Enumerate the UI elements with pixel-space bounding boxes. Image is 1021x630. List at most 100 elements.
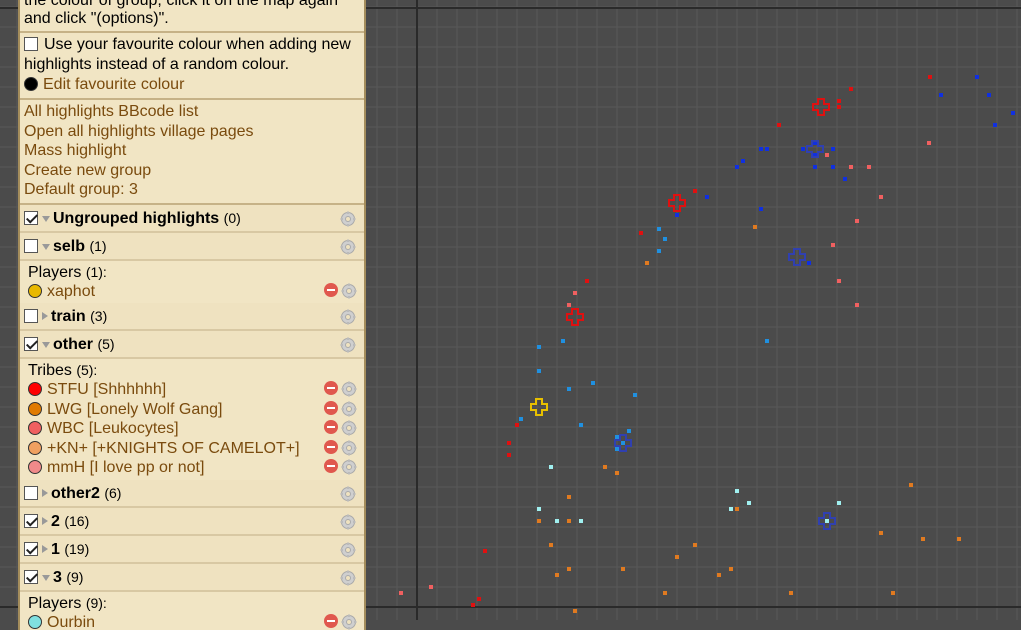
village-marker[interactable]: [621, 441, 625, 445]
village-marker[interactable]: [633, 393, 637, 397]
group-name[interactable]: other2: [51, 485, 100, 502]
colour-swatch[interactable]: [28, 284, 42, 298]
chevron-down-icon[interactable]: [42, 216, 50, 222]
chevron-down-icon[interactable]: [42, 244, 50, 250]
colour-swatch[interactable]: [28, 382, 42, 396]
gear-icon[interactable]: [341, 614, 356, 629]
edit-favourite-colour-link[interactable]: Edit favourite colour: [43, 76, 184, 93]
remove-icon[interactable]: [324, 440, 338, 454]
village-marker[interactable]: [567, 519, 571, 523]
village-marker[interactable]: [645, 261, 649, 265]
village-marker[interactable]: [555, 573, 559, 577]
remove-icon[interactable]: [324, 420, 338, 434]
group-name[interactable]: other: [53, 336, 93, 353]
village-marker[interactable]: [855, 303, 859, 307]
gear-icon[interactable]: [341, 420, 356, 435]
village-marker[interactable]: [507, 441, 511, 445]
village-marker[interactable]: [675, 213, 679, 217]
group-row[interactable]: 3 (9): [20, 564, 364, 592]
village-marker[interactable]: [837, 501, 841, 505]
village-marker[interactable]: [789, 591, 793, 595]
village-marker[interactable]: [735, 507, 739, 511]
member-link[interactable]: WBC [Leukocytes]: [47, 420, 179, 437]
member-link[interactable]: mmH [I love pp or not]: [47, 459, 204, 476]
village-marker[interactable]: [507, 453, 511, 457]
village-marker[interactable]: [843, 177, 847, 181]
gear-icon[interactable]: [340, 308, 356, 324]
group-name[interactable]: 1: [51, 541, 60, 558]
village-marker[interactable]: [729, 507, 733, 511]
chevron-right-icon[interactable]: [42, 517, 48, 525]
village-marker[interactable]: [975, 75, 979, 79]
village-marker[interactable]: [837, 279, 841, 283]
chevron-right-icon[interactable]: [42, 312, 48, 320]
gear-icon[interactable]: [340, 513, 356, 529]
village-marker[interactable]: [927, 141, 931, 145]
village-marker[interactable]: [825, 519, 829, 523]
group-row[interactable]: 1 (19): [20, 536, 364, 564]
village-marker[interactable]: [515, 423, 519, 427]
village-marker[interactable]: [1011, 111, 1015, 115]
village-marker[interactable]: [639, 231, 643, 235]
village-marker[interactable]: [855, 219, 859, 223]
village-marker[interactable]: [573, 609, 577, 613]
village-marker[interactable]: [471, 603, 475, 607]
group-row[interactable]: other (5): [20, 331, 364, 359]
remove-icon[interactable]: [324, 401, 338, 415]
favourite-colour-swatch[interactable]: [24, 77, 38, 91]
chevron-right-icon[interactable]: [42, 545, 48, 553]
village-marker[interactable]: [693, 189, 697, 193]
village-marker[interactable]: [837, 105, 841, 109]
village-marker[interactable]: [627, 429, 631, 433]
village-marker[interactable]: [813, 165, 817, 169]
village-marker[interactable]: [585, 279, 589, 283]
remove-icon[interactable]: [324, 459, 338, 473]
mass-highlight-link[interactable]: Mass highlight: [24, 142, 126, 159]
group-checkbox[interactable]: [24, 309, 38, 323]
village-marker[interactable]: [657, 249, 661, 253]
colour-swatch[interactable]: [28, 460, 42, 474]
village-marker[interactable]: [567, 567, 571, 571]
group-checkbox[interactable]: [24, 542, 38, 556]
village-marker[interactable]: [837, 99, 841, 103]
village-marker[interactable]: [801, 147, 805, 151]
village-marker[interactable]: [615, 471, 619, 475]
village-marker[interactable]: [537, 345, 541, 349]
village-marker[interactable]: [549, 543, 553, 547]
village-marker[interactable]: [993, 123, 997, 127]
village-marker[interactable]: [747, 501, 751, 505]
village-marker[interactable]: [591, 381, 595, 385]
village-marker[interactable]: [549, 465, 553, 469]
group-checkbox[interactable]: [24, 514, 38, 528]
village-marker[interactable]: [579, 519, 583, 523]
village-marker[interactable]: [891, 591, 895, 595]
group-checkbox[interactable]: [24, 239, 38, 253]
group-row[interactable]: 2 (16): [20, 508, 364, 536]
open-village-pages-link[interactable]: Open all highlights village pages: [24, 123, 253, 140]
village-marker[interactable]: [477, 597, 481, 601]
chevron-down-icon[interactable]: [42, 342, 50, 348]
village-marker[interactable]: [777, 123, 781, 127]
group-name[interactable]: selb: [53, 238, 85, 255]
create-group-link[interactable]: Create new group: [24, 162, 151, 179]
chevron-right-icon[interactable]: [42, 489, 48, 497]
village-marker[interactable]: [555, 519, 559, 523]
village-marker[interactable]: [615, 435, 619, 439]
village-marker[interactable]: [567, 303, 571, 307]
village-marker[interactable]: [807, 261, 811, 265]
village-marker[interactable]: [939, 93, 943, 97]
village-marker[interactable]: [867, 165, 871, 169]
group-name[interactable]: train: [51, 308, 86, 325]
bbcode-list-link[interactable]: All highlights BBcode list: [24, 103, 198, 120]
gear-icon[interactable]: [341, 440, 356, 455]
village-marker[interactable]: [741, 159, 745, 163]
village-marker[interactable]: [429, 585, 433, 589]
village-marker[interactable]: [615, 447, 619, 451]
village-marker[interactable]: [657, 227, 661, 231]
village-marker[interactable]: [909, 483, 913, 487]
village-marker[interactable]: [573, 291, 577, 295]
group-row[interactable]: train (3): [20, 303, 364, 331]
group-checkbox[interactable]: [24, 486, 38, 500]
village-marker[interactable]: [921, 537, 925, 541]
gear-icon[interactable]: [340, 569, 356, 585]
